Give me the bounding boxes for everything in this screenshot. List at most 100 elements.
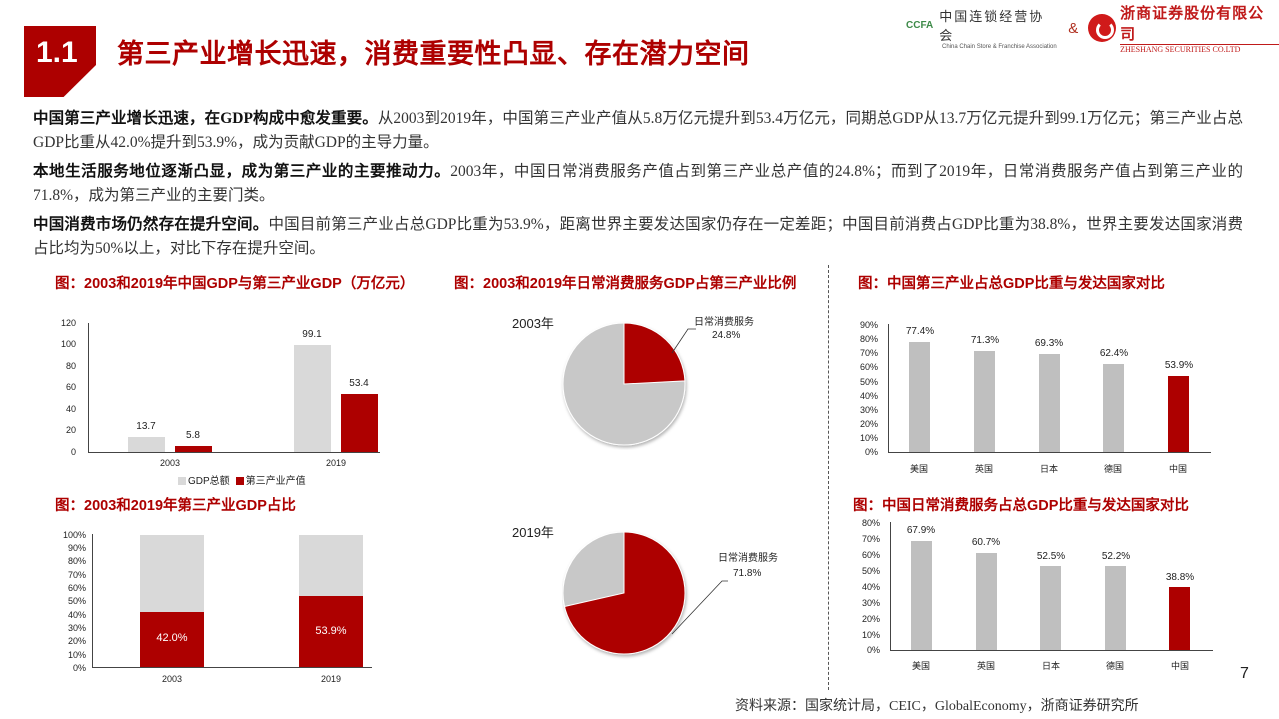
bar-us xyxy=(909,342,930,452)
y-tick: 0% xyxy=(72,663,86,673)
bar-japan xyxy=(1040,566,1061,650)
y-tick: 20% xyxy=(861,614,880,624)
y-tick: 120 xyxy=(60,318,76,328)
value-label: 53.4 xyxy=(349,378,369,389)
paragraph-3-lead: 中国消费市场仍然存在提升空间。 xyxy=(33,216,269,233)
value-label: 60.7% xyxy=(971,537,1001,548)
zheshang-logo: 浙商证券股份有限公司 ZHESHANG SECURITIES CO.LTD xyxy=(1088,2,1279,54)
bar-germany xyxy=(1105,566,1126,650)
bar-tertiary-2003 xyxy=(175,446,212,452)
y-axis xyxy=(890,522,891,650)
pie-2019-leader xyxy=(671,580,728,635)
pie-2003-slice-name: 日常消费服务 xyxy=(694,317,754,328)
ccfa-name-cn: 中国连锁经营协会 xyxy=(939,10,1045,44)
pie-2019-slice-name: 日常消费服务 xyxy=(718,553,778,564)
y-tick: 70% xyxy=(67,570,86,580)
paragraph-1-lead: 中国第三产业增长迅速，在GDP构成中愈发重要。 xyxy=(33,110,378,127)
y-tick: 80% xyxy=(67,556,86,566)
y-tick: 30% xyxy=(67,623,86,633)
value-label: 69.3% xyxy=(1034,338,1064,349)
legend-item-tertiary: 第三产业产值 xyxy=(235,472,306,487)
x-tick: 日本 xyxy=(1041,661,1060,671)
y-tick: 60 xyxy=(65,382,76,392)
bar-uk xyxy=(974,351,995,452)
y-tick: 90% xyxy=(67,543,86,553)
bar-germany xyxy=(1103,364,1124,452)
y-tick: 80% xyxy=(861,518,880,528)
y-tick: 80 xyxy=(65,361,76,371)
y-tick: 20% xyxy=(67,636,86,646)
value-label: 42.0% xyxy=(156,632,188,644)
y-tick: 10% xyxy=(859,433,878,443)
bar-tertiary-2019 xyxy=(341,394,378,452)
x-tick: 德国 xyxy=(1105,661,1124,671)
y-tick: 80% xyxy=(859,334,878,344)
zheshang-name-cn: 浙商证券股份有限公司 xyxy=(1120,2,1279,45)
paragraph-3-body: 中国目前第三产业占总GDP比重为53.9%，距离世界主要发达国家仍存在一定差距；… xyxy=(33,216,1243,257)
value-label: 77.4% xyxy=(905,326,935,337)
x-axis xyxy=(88,452,380,453)
page-title: 第三产业增长迅速，消费重要性凸显、存在潜力空间 xyxy=(117,39,750,69)
chart-share-title: 图：2003和2019年第三产业GDP占比 xyxy=(55,498,296,514)
value-label: 53.9% xyxy=(315,625,347,637)
y-tick: 20 xyxy=(65,425,76,435)
paragraph-2-body: 2003年，中国日常消费服务产值占到第三产业总产值的24.8%；而到了2019年… xyxy=(33,163,1243,204)
chart-gdp-title: 图：2003和2019年中国GDP与第三产业GDP（万亿元） xyxy=(55,276,415,292)
value-label: 53.9% xyxy=(1164,360,1194,371)
y-tick: 0% xyxy=(864,447,878,457)
bar-uk xyxy=(976,553,997,650)
zheshang-emblem-icon xyxy=(1088,14,1117,42)
paragraph-3: 中国消费市场仍然存在提升空间。中国目前第三产业占总GDP比重为53.9%，距离世… xyxy=(33,213,1243,261)
value-label: 99.1 xyxy=(302,329,322,340)
y-tick: 40% xyxy=(67,610,86,620)
bar-tertiary-2003 xyxy=(140,612,204,667)
x-tick: 中国 xyxy=(1168,464,1187,474)
x-tick: 2003 xyxy=(161,674,183,684)
logo-bar: CCFA 中国连锁经营协会 China Chain Store & Franch… xyxy=(906,5,1279,54)
y-axis xyxy=(92,534,93,667)
paragraph-2-lead: 本地生活服务地位逐渐凸显，成为第三产业的主要推动力。 xyxy=(33,163,451,180)
value-label: 71.3% xyxy=(970,335,1000,346)
value-label: 38.8% xyxy=(1165,572,1195,583)
pie-2019 xyxy=(562,531,686,655)
pie-2003-leader xyxy=(671,328,696,354)
x-tick: 美国 xyxy=(909,464,928,474)
y-tick: 60% xyxy=(861,550,880,560)
section-number: 1.1 xyxy=(36,36,78,69)
y-tick: 30% xyxy=(861,598,880,608)
y-tick: 10% xyxy=(861,630,880,640)
legend-item-gdp: GDP总额 xyxy=(178,472,230,487)
x-tick: 2003 xyxy=(159,458,181,468)
y-tick: 90% xyxy=(859,320,878,330)
x-axis xyxy=(92,667,372,668)
section-badge: 1.1 xyxy=(24,26,96,97)
y-tick: 40% xyxy=(859,391,878,401)
y-tick: 50% xyxy=(67,596,86,606)
x-tick: 2019 xyxy=(320,674,342,684)
value-label: 5.8 xyxy=(186,430,200,441)
chart-country-consumer-title: 图：中国日常消费服务占总GDP比重与发达国家对比 xyxy=(853,498,1189,514)
bar-china xyxy=(1168,376,1189,452)
y-tick: 30% xyxy=(859,405,878,415)
y-tick: 100% xyxy=(62,530,86,540)
y-tick: 50% xyxy=(861,566,880,576)
chart-country-tertiary-title: 图：中国第三产业占总GDP比重与发达国家对比 xyxy=(858,276,1165,292)
value-label: 67.9% xyxy=(906,525,936,536)
paragraph-1-body: 从2003到2019年，中国第三产业产值从5.8万亿元提升到53.4万亿元，同期… xyxy=(33,110,1243,151)
bar-us xyxy=(911,541,932,650)
bar-china xyxy=(1169,587,1190,650)
pie-2019-slice-value: 71.8% xyxy=(733,568,762,579)
pie-2003 xyxy=(562,322,686,446)
x-tick: 美国 xyxy=(911,661,930,671)
pie-2019-year: 2019年 xyxy=(512,525,554,540)
value-label: 13.7 xyxy=(136,421,156,432)
y-tick: 60% xyxy=(859,362,878,372)
ccfa-logo: CCFA 中国连锁经营协会 China Chain Store & Franch… xyxy=(906,6,1058,50)
bar-other-2019 xyxy=(299,535,363,596)
pie-2003-slice-value: 24.8% xyxy=(712,330,741,341)
value-label: 52.5% xyxy=(1036,551,1066,562)
x-axis xyxy=(890,650,1213,651)
column-divider xyxy=(828,265,829,690)
y-tick: 40 xyxy=(65,404,76,414)
y-axis xyxy=(888,324,889,452)
